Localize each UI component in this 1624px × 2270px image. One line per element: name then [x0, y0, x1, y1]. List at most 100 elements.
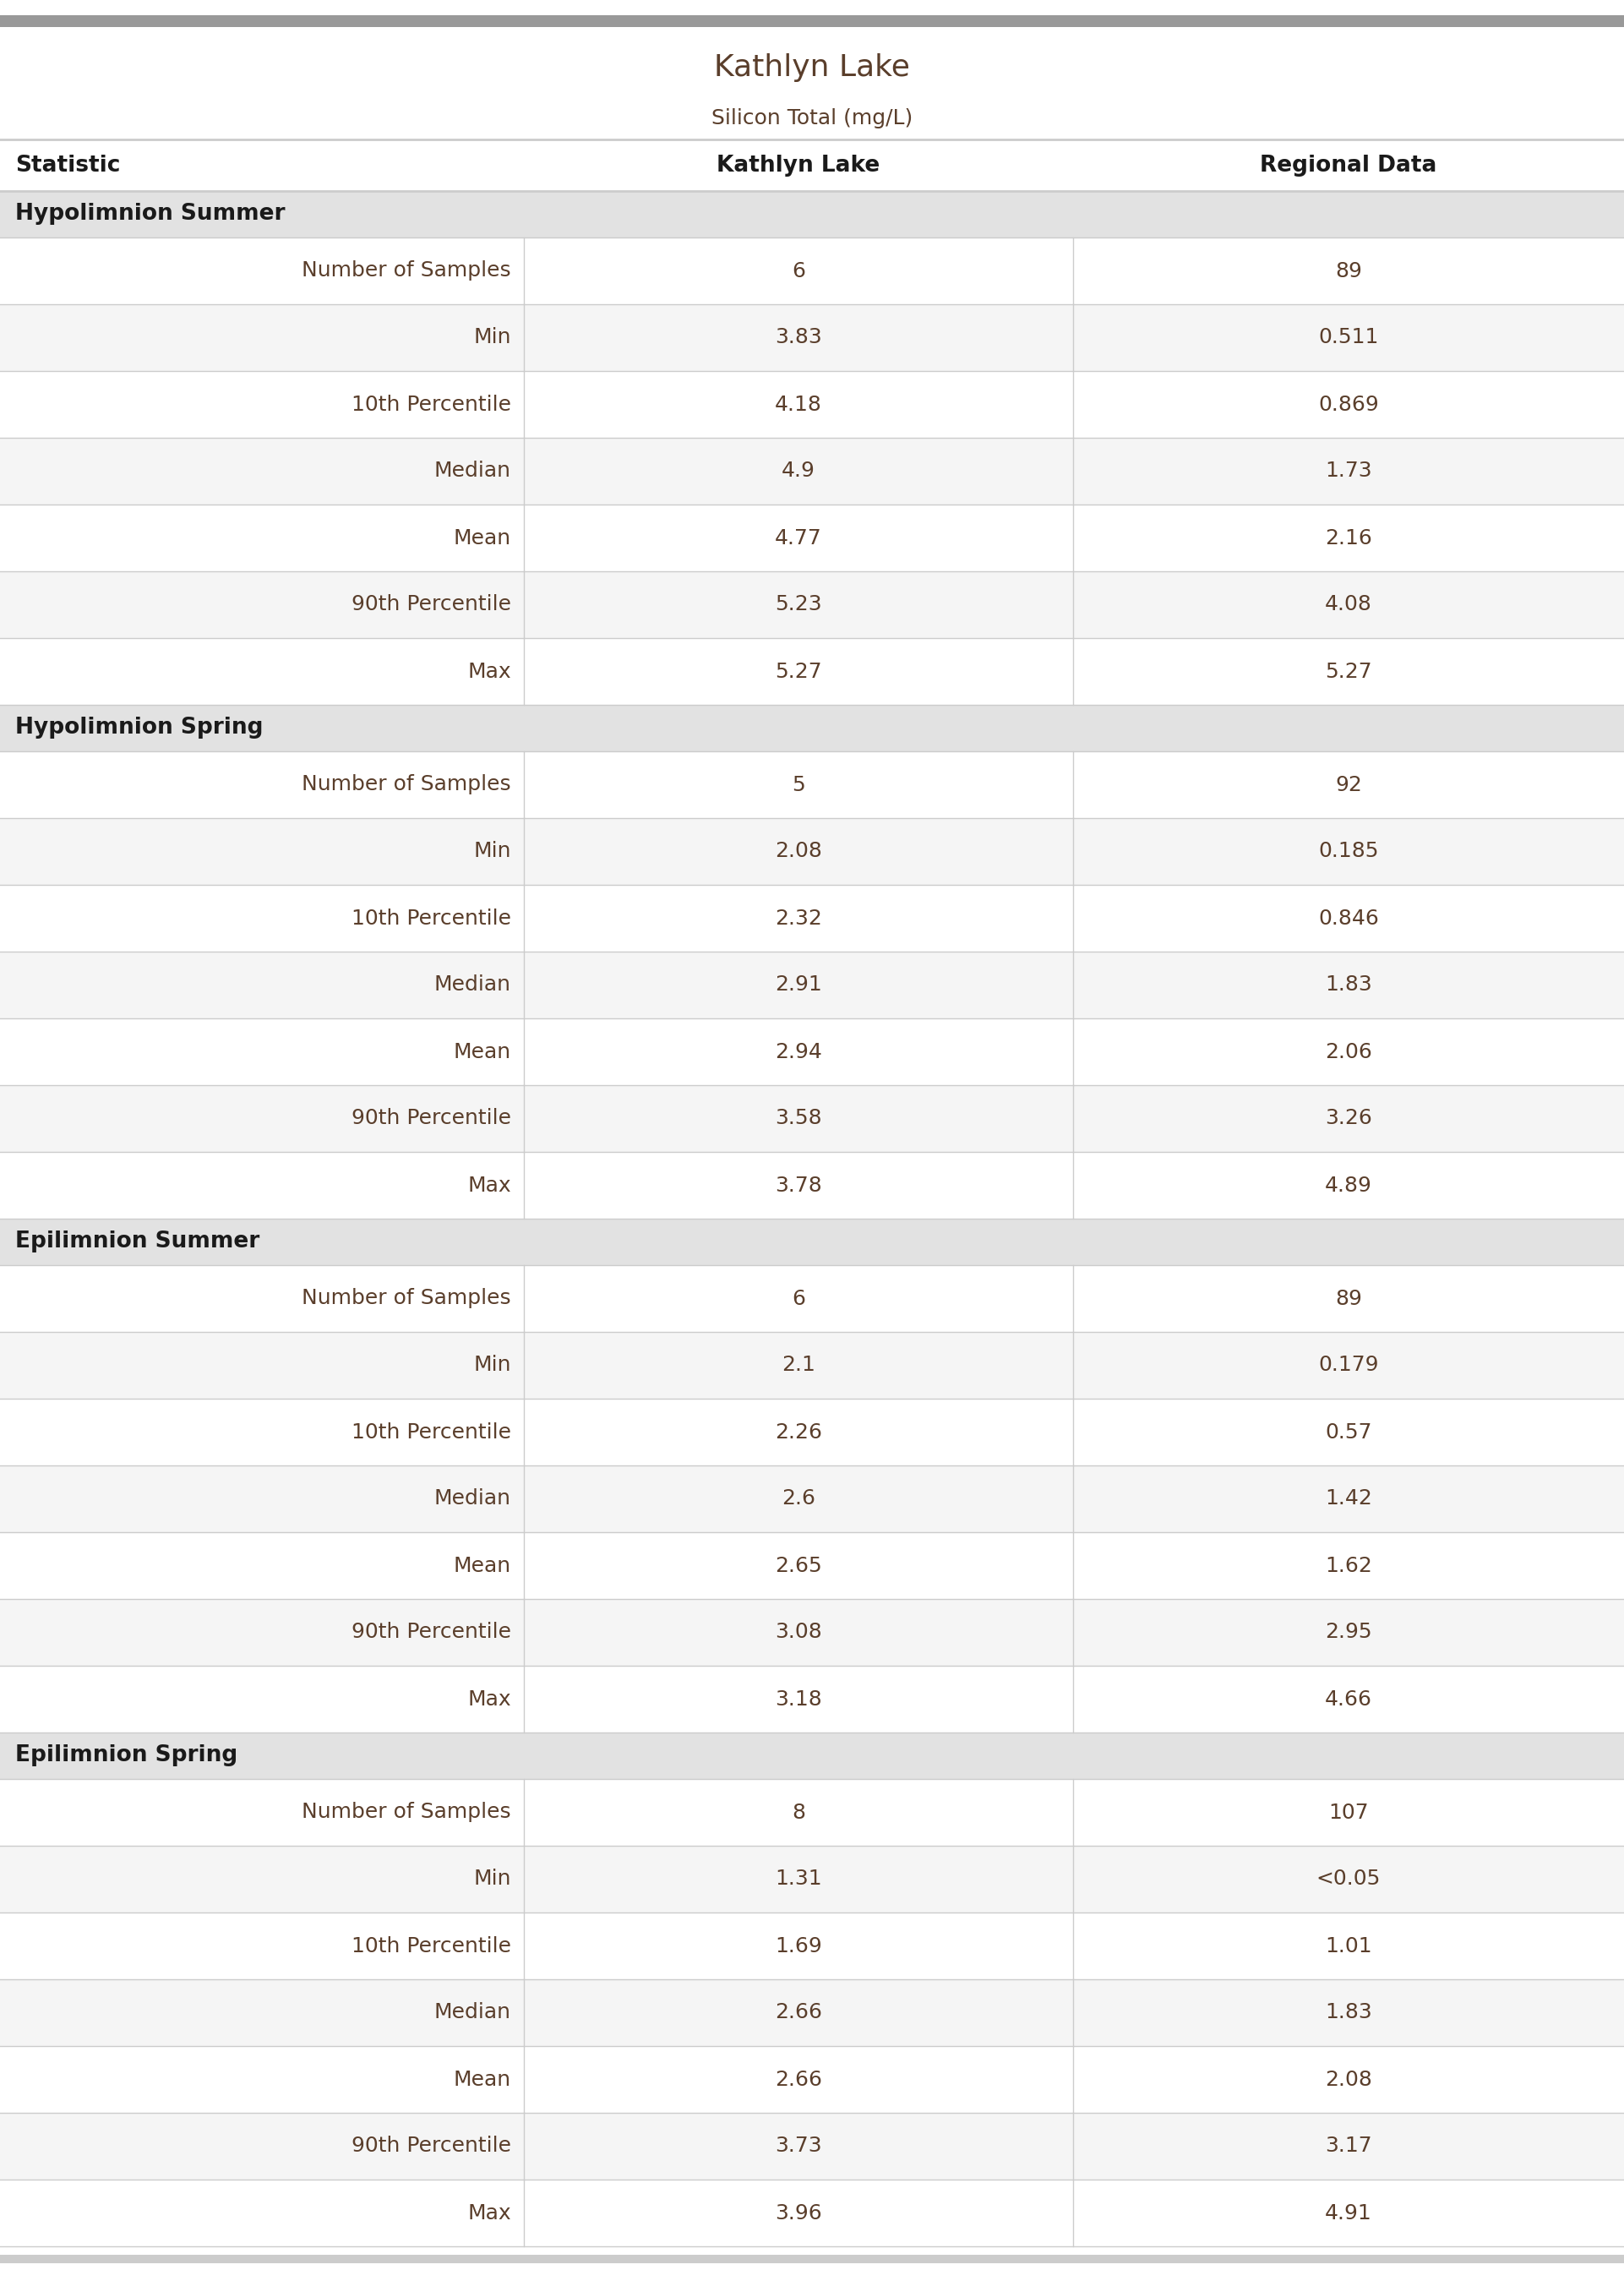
Text: Median: Median	[434, 461, 512, 481]
Text: Min: Min	[474, 1355, 512, 1376]
Bar	[0, 751, 1624, 817]
Text: 5.27: 5.27	[1325, 661, 1372, 681]
Text: Mean: Mean	[453, 2070, 512, 2091]
Bar	[0, 370, 1624, 438]
Text: Max: Max	[468, 2202, 512, 2222]
Text: Mean: Mean	[453, 1555, 512, 1575]
Text: 0.869: 0.869	[1319, 395, 1379, 415]
Text: 2.95: 2.95	[1325, 1623, 1372, 1643]
Text: Hypolimnion Summer: Hypolimnion Summer	[15, 204, 286, 225]
Bar	[0, 638, 1624, 704]
Bar	[0, 1914, 1624, 1979]
Bar	[0, 1598, 1624, 1666]
Text: 4.08: 4.08	[1325, 595, 1372, 615]
Bar	[0, 1398, 1624, 1466]
Text: Number of Samples: Number of Samples	[302, 261, 512, 281]
Text: 3.18: 3.18	[775, 1689, 822, 1709]
Text: 2.65: 2.65	[775, 1555, 822, 1575]
Text: 107: 107	[1328, 1802, 1369, 1823]
Text: Hypolimnion Spring: Hypolimnion Spring	[15, 717, 263, 740]
Text: 2.6: 2.6	[781, 1489, 815, 1510]
Text: 2.16: 2.16	[1325, 529, 1372, 547]
Text: 8: 8	[793, 1802, 806, 1823]
Text: Number of Samples: Number of Samples	[302, 774, 512, 794]
Text: 1.62: 1.62	[1325, 1555, 1372, 1575]
Text: 1.42: 1.42	[1325, 1489, 1372, 1510]
Text: 2.1: 2.1	[781, 1355, 815, 1376]
Bar	[0, 2179, 1624, 2247]
Text: 2.06: 2.06	[1325, 1042, 1372, 1062]
Text: Max: Max	[468, 1689, 512, 1709]
Text: 1.01: 1.01	[1325, 1936, 1372, 1957]
Bar	[0, 1846, 1624, 1914]
Text: 10th Percentile: 10th Percentile	[351, 1421, 512, 1441]
Text: Epilimnion Spring: Epilimnion Spring	[15, 1746, 237, 1766]
Text: 3.26: 3.26	[1325, 1108, 1372, 1128]
Text: 1.73: 1.73	[1325, 461, 1372, 481]
Bar	[0, 238, 1624, 304]
Text: 90th Percentile: 90th Percentile	[351, 595, 512, 615]
Text: 2.66: 2.66	[775, 2002, 822, 2023]
Text: 4.66: 4.66	[1325, 1689, 1372, 1709]
Text: Max: Max	[468, 1176, 512, 1196]
Text: 90th Percentile: 90th Percentile	[351, 2136, 512, 2156]
Bar	[0, 817, 1624, 885]
Bar	[0, 1151, 1624, 1219]
Text: 0.511: 0.511	[1319, 327, 1379, 347]
Text: Mean: Mean	[453, 529, 512, 547]
Text: 2.26: 2.26	[775, 1421, 822, 1441]
Text: Kathlyn Lake: Kathlyn Lake	[715, 52, 909, 82]
Text: 1.83: 1.83	[1325, 2002, 1372, 2023]
Text: Silicon Total (mg/L): Silicon Total (mg/L)	[711, 109, 913, 129]
Bar	[0, 191, 1624, 238]
Text: 2.08: 2.08	[775, 842, 822, 863]
Text: Min: Min	[474, 327, 512, 347]
Text: 3.17: 3.17	[1325, 2136, 1372, 2156]
Bar	[0, 504, 1624, 572]
Text: Min: Min	[474, 1868, 512, 1889]
Bar	[0, 1732, 1624, 1780]
Text: 2.32: 2.32	[775, 908, 822, 928]
Text: Min: Min	[474, 842, 512, 863]
Text: 1.31: 1.31	[775, 1868, 822, 1889]
Bar	[0, 304, 1624, 370]
Bar	[0, 16, 1624, 27]
Text: 2.91: 2.91	[775, 974, 822, 994]
Text: Median: Median	[434, 974, 512, 994]
Text: 2.08: 2.08	[1325, 2070, 1372, 2091]
Text: 2.66: 2.66	[775, 2070, 822, 2091]
Text: Statistic: Statistic	[15, 154, 120, 177]
Text: 4.18: 4.18	[775, 395, 822, 415]
Text: 2.94: 2.94	[775, 1042, 822, 1062]
Text: 92: 92	[1335, 774, 1363, 794]
Text: 3.73: 3.73	[775, 2136, 822, 2156]
Bar	[0, 572, 1624, 638]
Text: 3.96: 3.96	[775, 2202, 822, 2222]
Bar	[0, 1019, 1624, 1085]
Bar	[0, 2254, 1624, 2263]
Text: 3.58: 3.58	[775, 1108, 822, 1128]
Bar	[0, 1666, 1624, 1732]
Text: 6: 6	[793, 261, 806, 281]
Bar	[0, 438, 1624, 504]
Text: Mean: Mean	[453, 1042, 512, 1062]
Text: 4.91: 4.91	[1325, 2202, 1372, 2222]
Text: Regional Data: Regional Data	[1260, 154, 1437, 177]
Text: Median: Median	[434, 1489, 512, 1510]
Text: 89: 89	[1335, 1289, 1363, 1310]
Text: Median: Median	[434, 2002, 512, 2023]
Text: 5.27: 5.27	[775, 661, 822, 681]
Text: Kathlyn Lake: Kathlyn Lake	[716, 154, 880, 177]
Text: 10th Percentile: 10th Percentile	[351, 1936, 512, 1957]
Text: 90th Percentile: 90th Percentile	[351, 1108, 512, 1128]
Text: <0.05: <0.05	[1317, 1868, 1380, 1889]
Text: 0.179: 0.179	[1319, 1355, 1379, 1376]
Text: 4.89: 4.89	[1325, 1176, 1372, 1196]
Bar	[0, 704, 1624, 751]
Text: 89: 89	[1335, 261, 1363, 281]
Bar	[0, 1085, 1624, 1151]
Text: 0.185: 0.185	[1319, 842, 1379, 863]
Bar	[0, 1979, 1624, 2045]
Bar	[0, 1780, 1624, 1846]
Bar	[0, 1264, 1624, 1332]
